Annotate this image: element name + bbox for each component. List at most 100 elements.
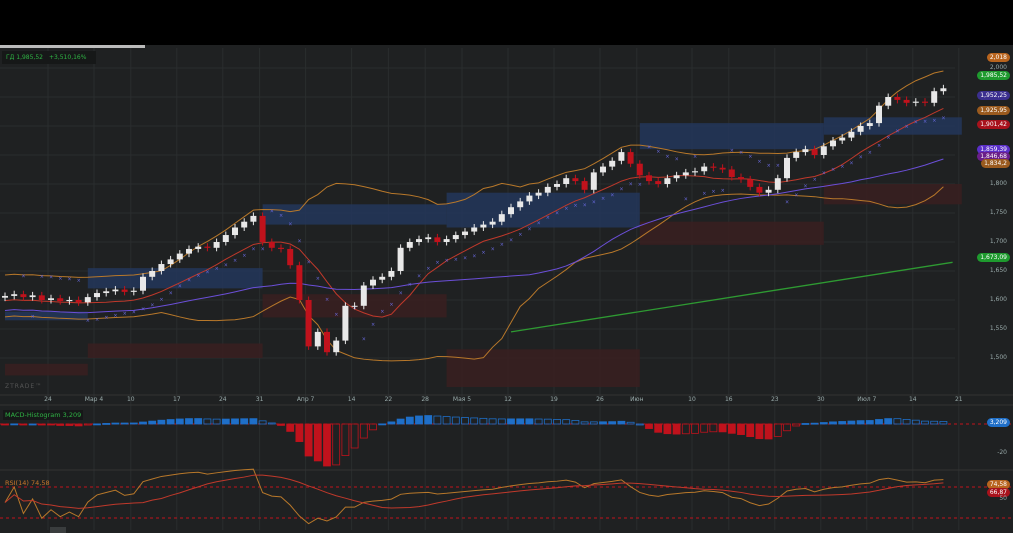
macd-bar: [451, 416, 460, 425]
macd-bar: [267, 422, 276, 425]
sar-mark: ×: [67, 277, 71, 283]
sar-mark: ×: [325, 297, 329, 303]
candle: [471, 227, 478, 232]
macd-bar: [773, 423, 782, 437]
sar-mark: ×: [233, 258, 237, 264]
macd-bar: [718, 423, 727, 433]
candle: [563, 178, 570, 184]
sar-mark: ×: [77, 278, 81, 284]
sar-mark: ×: [435, 260, 439, 266]
sar-mark: ×: [638, 182, 642, 188]
macd-bar: [783, 423, 791, 432]
rsi-tag: 66,87: [986, 488, 1010, 497]
sar-mark: ×: [113, 313, 117, 319]
macd-bar: [635, 423, 644, 426]
macd-bar: [902, 418, 911, 425]
price-tag: 1,901,42: [977, 120, 1010, 130]
ma-purple-line: [4, 158, 944, 314]
macd-bar: [507, 418, 515, 425]
candle: [811, 149, 818, 155]
macd-bar: [608, 421, 617, 425]
sar-mark: ×: [546, 215, 550, 221]
sar-mark: ×: [868, 150, 872, 156]
macd-bar: [543, 418, 552, 425]
candle: [489, 221, 496, 225]
sar-mark: ×: [684, 197, 688, 203]
macd-bar: [672, 423, 681, 435]
demand-zone: [639, 123, 824, 150]
sar-mark: ×: [619, 187, 623, 193]
symbol-price: ГД 1,985,52: [6, 54, 43, 61]
sar-mark: ×: [481, 250, 485, 256]
macd-bar: [120, 422, 129, 425]
candle: [885, 97, 892, 106]
candle: [664, 178, 671, 184]
candle: [802, 149, 809, 153]
x-tick-label: Апр 7: [296, 396, 315, 403]
sar-mark: ×: [316, 276, 320, 282]
macd-bar: [28, 423, 37, 426]
macd-bar: [617, 420, 626, 425]
sar-mark: ×: [187, 278, 191, 284]
candle: [692, 171, 698, 173]
sar-mark: ×: [831, 167, 835, 173]
macd-bar: [102, 423, 111, 425]
candle: [176, 253, 183, 260]
candle: [75, 300, 82, 303]
sar-mark: ×: [564, 206, 568, 212]
candle: [84, 297, 91, 303]
macd-bar: [865, 420, 874, 425]
candle: [186, 248, 192, 254]
sar-mark: ×: [877, 143, 881, 149]
sar-mark: ×: [196, 273, 200, 279]
macd-bar: [838, 421, 847, 425]
candle: [774, 178, 781, 190]
candle: [204, 246, 211, 248]
x-tick-label: Июл 7: [857, 396, 877, 403]
rsi-signal-line: [4, 474, 944, 509]
sar-mark: ×: [279, 213, 283, 219]
macd-bar: [442, 416, 451, 425]
candle: [370, 279, 376, 286]
sar-mark: ×: [251, 247, 255, 253]
macd-bar: [19, 423, 28, 426]
sar-mark: ×: [537, 221, 541, 227]
candle: [618, 152, 625, 161]
x-tick-label: 31: [255, 396, 264, 403]
x-tick-label: 17: [172, 396, 181, 403]
candle: [268, 242, 275, 248]
sar-mark: ×: [932, 118, 936, 124]
candle: [627, 152, 634, 164]
macd-bar: [801, 423, 810, 425]
sar-mark: ×: [822, 170, 826, 176]
sar-mark: ×: [748, 154, 752, 160]
sar-mark: ×: [721, 188, 725, 194]
x-tick-label: 21: [954, 396, 963, 403]
macd-bar: [396, 418, 405, 425]
macd-bar: [479, 417, 488, 425]
candle: [48, 298, 54, 300]
candle: [498, 214, 505, 222]
candle: [388, 271, 395, 277]
sar-mark: ×: [794, 192, 798, 198]
macd-bar: [139, 421, 147, 425]
macd-bar: [1, 423, 9, 426]
demand-zone: [87, 268, 263, 289]
price-tag: 1,834,2: [981, 159, 1010, 169]
candle: [894, 97, 901, 100]
macd-bar: [764, 423, 773, 440]
x-tick-label: 19: [550, 396, 558, 403]
macd-bar: [350, 423, 359, 449]
sar-mark: ×: [31, 314, 35, 320]
macd-bar: [829, 421, 837, 425]
macd-bar: [277, 423, 285, 426]
macd-bar: [497, 418, 506, 425]
candle: [406, 242, 413, 248]
candle: [581, 181, 588, 190]
sar-mark: ×: [500, 242, 504, 248]
macd-bar: [194, 418, 203, 425]
x-tick-label: 14: [347, 396, 356, 403]
candle: [434, 237, 441, 242]
bollinger-lower-line: [4, 186, 944, 362]
